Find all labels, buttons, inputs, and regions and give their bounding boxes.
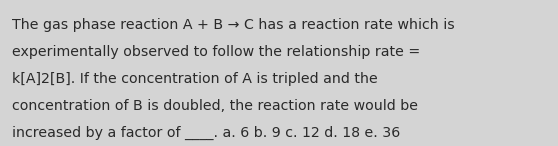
Text: increased by a factor of ____. a. 6 b. 9 c. 12 d. 18 e. 36: increased by a factor of ____. a. 6 b. 9… bbox=[12, 126, 401, 140]
Text: experimentally observed to follow the relationship rate =: experimentally observed to follow the re… bbox=[12, 45, 421, 59]
Text: concentration of B is doubled, the reaction rate would be: concentration of B is doubled, the react… bbox=[12, 99, 418, 113]
Text: The gas phase reaction A + B → C has a reaction rate which is: The gas phase reaction A + B → C has a r… bbox=[12, 18, 455, 32]
Text: k[A]2[B]. If the concentration of A is tripled and the: k[A]2[B]. If the concentration of A is t… bbox=[12, 72, 378, 86]
